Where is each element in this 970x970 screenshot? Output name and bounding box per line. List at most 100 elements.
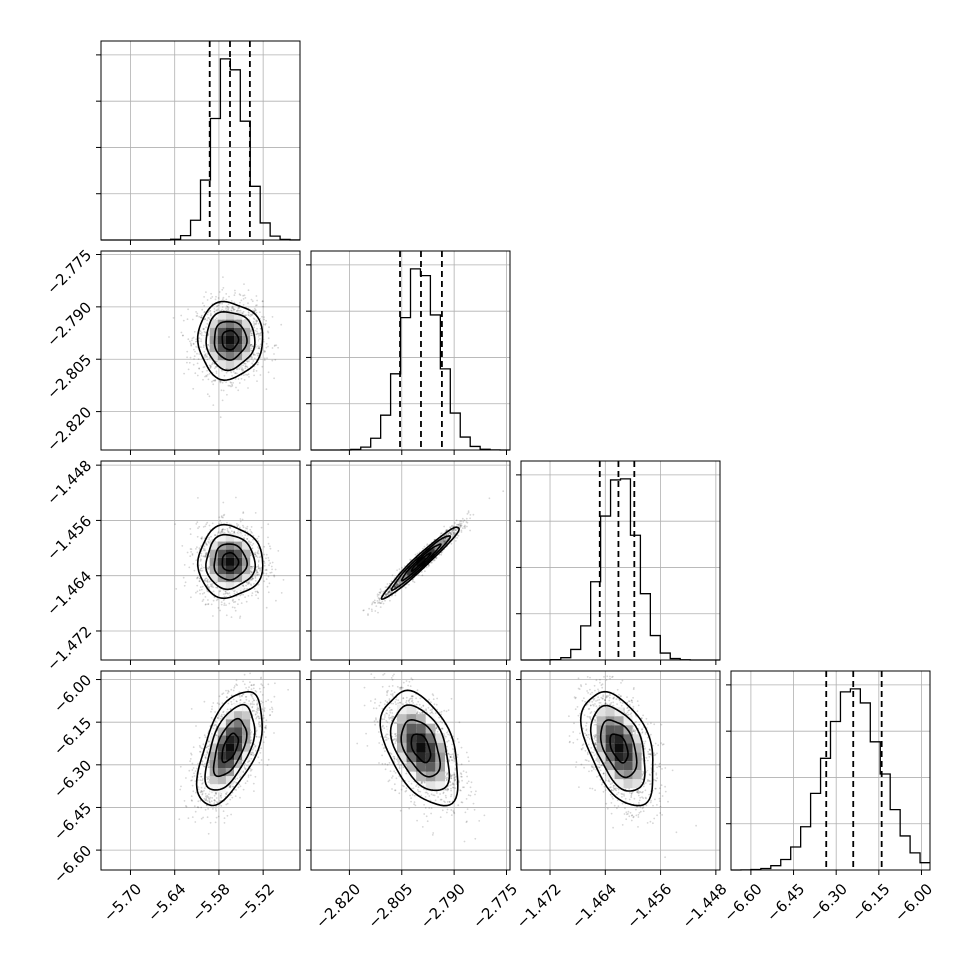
sample-point: [263, 564, 266, 567]
sample-point: [250, 554, 252, 557]
sample-point: [391, 590, 394, 593]
sample-point: [206, 580, 209, 582]
sample-point: [243, 294, 246, 297]
sample-point: [449, 532, 452, 534]
sample-point: [255, 565, 258, 568]
sample-point: [201, 592, 204, 595]
sample-point: [256, 320, 259, 323]
sample-point: [203, 354, 206, 356]
sample-point: [464, 526, 466, 528]
sample-point: [191, 554, 194, 556]
sample-point: [226, 592, 229, 595]
sample-point: [223, 604, 226, 606]
sample-point: [198, 337, 201, 340]
sample-point: [202, 555, 205, 558]
sample-point: [231, 530, 233, 533]
sample-point: [232, 306, 234, 309]
sample-point: [246, 366, 249, 369]
sample-point: [384, 599, 386, 602]
sample-point: [256, 571, 258, 573]
sample-point: [208, 395, 211, 398]
sample-point: [201, 308, 204, 311]
sample-point: [204, 603, 207, 606]
sample-point: [242, 593, 245, 596]
sample-point: [246, 527, 249, 530]
sample-point: [208, 586, 211, 588]
sample-point: [204, 556, 207, 558]
sample-point: [221, 399, 224, 402]
sample-point: [258, 347, 260, 350]
sample-point: [381, 600, 384, 603]
density-cell: [209, 319, 218, 328]
sample-point: [250, 332, 253, 335]
sample-point: [256, 332, 259, 335]
histogram-panel-2: [516, 460, 721, 665]
sample-point: [263, 318, 266, 321]
sample-point: [253, 374, 256, 377]
sample-point: [202, 378, 204, 381]
sample-point: [208, 538, 211, 541]
sample-point: [230, 616, 233, 618]
sample-point: [200, 332, 203, 334]
sample-point: [207, 344, 210, 347]
sample-point: [182, 319, 185, 322]
sample-point: [236, 372, 238, 375]
sample-point: [273, 575, 276, 578]
sample-point: [172, 317, 175, 319]
sample-point: [455, 529, 457, 532]
sample-point: [378, 601, 380, 604]
sample-point: [435, 556, 438, 559]
sample-point: [223, 531, 226, 534]
density-cell: [217, 549, 226, 558]
sample-point: [444, 540, 447, 543]
sample-point: [395, 583, 398, 586]
sample-point: [257, 332, 260, 335]
sample-point: [252, 353, 255, 356]
density-cell: [225, 327, 235, 336]
sample-point: [451, 524, 454, 527]
sample-point: [202, 547, 205, 550]
sample-point: [240, 299, 243, 302]
sample-point: [375, 605, 378, 607]
sample-point: [206, 356, 209, 358]
sample-point: [257, 345, 259, 348]
sample-point: [466, 525, 468, 528]
sample-point: [271, 359, 274, 362]
sample-point: [255, 594, 257, 596]
histogram-panel-0: [96, 40, 301, 245]
sample-point: [256, 569, 258, 571]
sample-point: [247, 534, 250, 537]
sample-point: [371, 602, 374, 604]
density-cell: [234, 565, 243, 575]
sample-point: [181, 334, 184, 337]
sample-point: [204, 375, 206, 378]
sample-point: [373, 601, 376, 604]
sample-point: [464, 527, 466, 530]
sample-point: [256, 352, 258, 355]
sample-point: [186, 361, 188, 364]
sample-point: [461, 517, 464, 520]
sample-point: [190, 596, 192, 599]
sample-point: [265, 553, 268, 556]
sample-point: [207, 317, 209, 319]
sample-point: [390, 580, 393, 582]
sample-point: [267, 371, 270, 374]
sample-point: [201, 536, 204, 538]
sample-point: [466, 521, 469, 524]
sample-point: [376, 593, 379, 596]
sample-point: [196, 576, 199, 579]
sample-point: [206, 358, 209, 361]
sample-point: [234, 292, 237, 294]
sample-point: [250, 578, 253, 581]
sample-point: [187, 368, 190, 371]
sample-point: [253, 318, 256, 321]
scatter-panel-2-1: [306, 460, 511, 665]
sample-point: [384, 586, 387, 589]
sample-point: [207, 599, 209, 601]
sample-point: [199, 592, 202, 595]
sample-point: [196, 590, 199, 593]
sample-point: [180, 331, 183, 334]
sample-point: [444, 539, 446, 542]
sample-point: [252, 538, 254, 541]
sample-point: [214, 534, 217, 537]
